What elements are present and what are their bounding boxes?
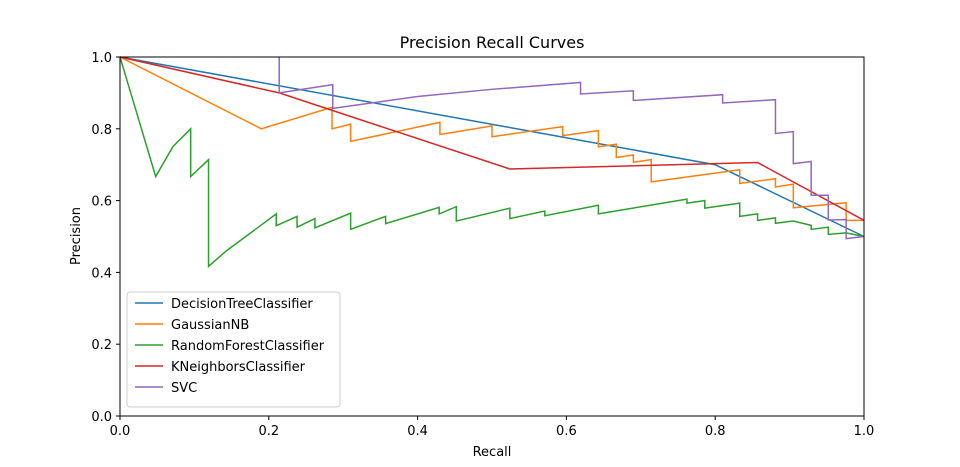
y-axis-label: Precision <box>69 207 84 265</box>
legend-entry-label: GaussianNB <box>171 318 249 333</box>
x-tick-label: 0.8 <box>705 424 726 439</box>
y-tick-label: 0.6 <box>91 195 112 210</box>
chart-title: Precision Recall Curves <box>400 33 585 52</box>
y-tick-label: 0.2 <box>91 338 112 353</box>
legend-entry-label: KNeighborsClassifier <box>171 360 306 375</box>
x-tick-label: 0.4 <box>407 424 428 439</box>
series-line-1 <box>119 56 864 222</box>
x-tick-label: 1.0 <box>854 424 875 439</box>
series-line-4 <box>278 57 865 240</box>
x-tick-label: 0.6 <box>556 424 577 439</box>
legend-entry-label: SVC <box>171 381 197 396</box>
legend: DecisionTreeClassifier GaussianNB RandomFo… <box>126 291 341 408</box>
x-axis-label: Recall <box>473 445 512 460</box>
y-tick-label: 0.0 <box>91 410 112 425</box>
y-tick-label: 1.0 <box>91 51 112 66</box>
plot-lines <box>119 56 865 268</box>
y-axis-ticks: 0.0 0.2 0.4 0.6 0.8 1.0 <box>91 51 120 425</box>
series-line-0 <box>119 56 865 238</box>
x-tick-label: 0.2 <box>258 424 279 439</box>
series-line-3 <box>119 56 865 221</box>
x-axis-ticks: 0.0 0.2 0.4 0.6 0.8 1.0 <box>110 416 875 439</box>
x-tick-label: 0.0 <box>110 424 131 439</box>
plot-frame <box>119 56 865 417</box>
series-line-2 <box>119 56 865 268</box>
legend-entry-label: DecisionTreeClassifier <box>171 297 313 312</box>
legend-box <box>126 291 341 408</box>
y-tick-label: 0.4 <box>91 266 112 281</box>
legend-entry-label: RandomForestClassifier <box>171 339 325 354</box>
y-tick-label: 0.8 <box>91 123 112 138</box>
